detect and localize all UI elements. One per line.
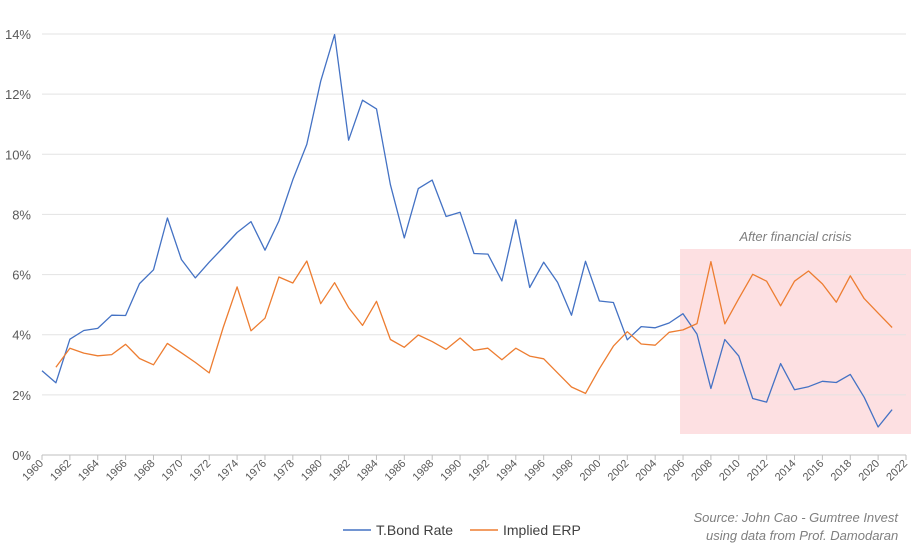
gridlines xyxy=(42,33,906,396)
x-tick-label: 2018 xyxy=(829,458,855,484)
x-tick-label: 2002 xyxy=(606,458,632,484)
y-tick-label: 0% xyxy=(12,448,31,463)
x-tick-label: 1974 xyxy=(215,458,241,484)
x-tick-label: 1982 xyxy=(327,458,353,484)
annotation-label: After financial crisis xyxy=(739,229,852,244)
x-tick-label: 1980 xyxy=(299,458,325,484)
x-tick-label: 2006 xyxy=(661,458,687,484)
x-tick-label: 1988 xyxy=(411,458,437,484)
series-line-tbond-rate xyxy=(41,33,893,428)
x-tick-label: 1976 xyxy=(243,458,269,484)
x-tick-label: 1984 xyxy=(355,458,381,484)
legend: T.Bond Rate Implied ERP xyxy=(343,522,581,538)
x-tick-label: 1972 xyxy=(188,458,214,484)
y-tick-label: 8% xyxy=(12,207,31,222)
series-line-implied-erp xyxy=(55,260,893,395)
x-tick-label: 1968 xyxy=(132,458,158,484)
source-line-2: using data from Prof. Damodaran xyxy=(706,528,898,543)
x-tick-label: 1994 xyxy=(494,458,520,484)
x-tick-label: 1966 xyxy=(104,458,130,484)
x-tick-label: 2022 xyxy=(884,458,910,484)
x-tick-label: 1990 xyxy=(438,458,464,484)
y-tick-label: 10% xyxy=(5,147,31,162)
x-tick-label: 1986 xyxy=(383,458,409,484)
y-axis-ticks: 0% 2% 4% 6% 8% 10% 12% 14% xyxy=(5,27,31,463)
y-tick-label: 2% xyxy=(12,388,31,403)
y-tick-label: 12% xyxy=(5,87,31,102)
legend-label-erp: Implied ERP xyxy=(503,522,581,538)
x-tick-label: 1970 xyxy=(160,458,186,484)
x-tick-label: 2016 xyxy=(801,458,827,484)
x-tick-label: 1964 xyxy=(76,458,102,484)
x-tick-label: 1998 xyxy=(550,458,576,484)
y-tick-label: 6% xyxy=(12,268,31,283)
x-tick-label: 2010 xyxy=(717,458,743,484)
x-tick-label: 2000 xyxy=(578,458,604,484)
x-tick-label: 2014 xyxy=(773,458,799,484)
x-tick-label: 2008 xyxy=(689,458,715,484)
y-tick-label: 4% xyxy=(12,328,31,343)
x-tick-label: 1996 xyxy=(522,458,548,484)
y-tick-label: 14% xyxy=(5,27,31,42)
x-tick-label: 1978 xyxy=(271,458,297,484)
x-axis-ticks: 1960 1962 1964 1966 1968 1970 1972 1974 1976 1978… xyxy=(20,455,910,483)
x-tick-label: 2020 xyxy=(856,458,882,484)
x-tick-label: 2012 xyxy=(745,458,771,484)
x-tick-label: 2004 xyxy=(633,458,659,484)
series-lines xyxy=(41,33,893,428)
x-tick-label: 1962 xyxy=(48,458,74,484)
source-line-1: Source: John Cao - Gumtree Invest xyxy=(694,510,900,525)
x-tick-label: 1992 xyxy=(466,458,492,484)
legend-label-tbond: T.Bond Rate xyxy=(376,522,453,538)
